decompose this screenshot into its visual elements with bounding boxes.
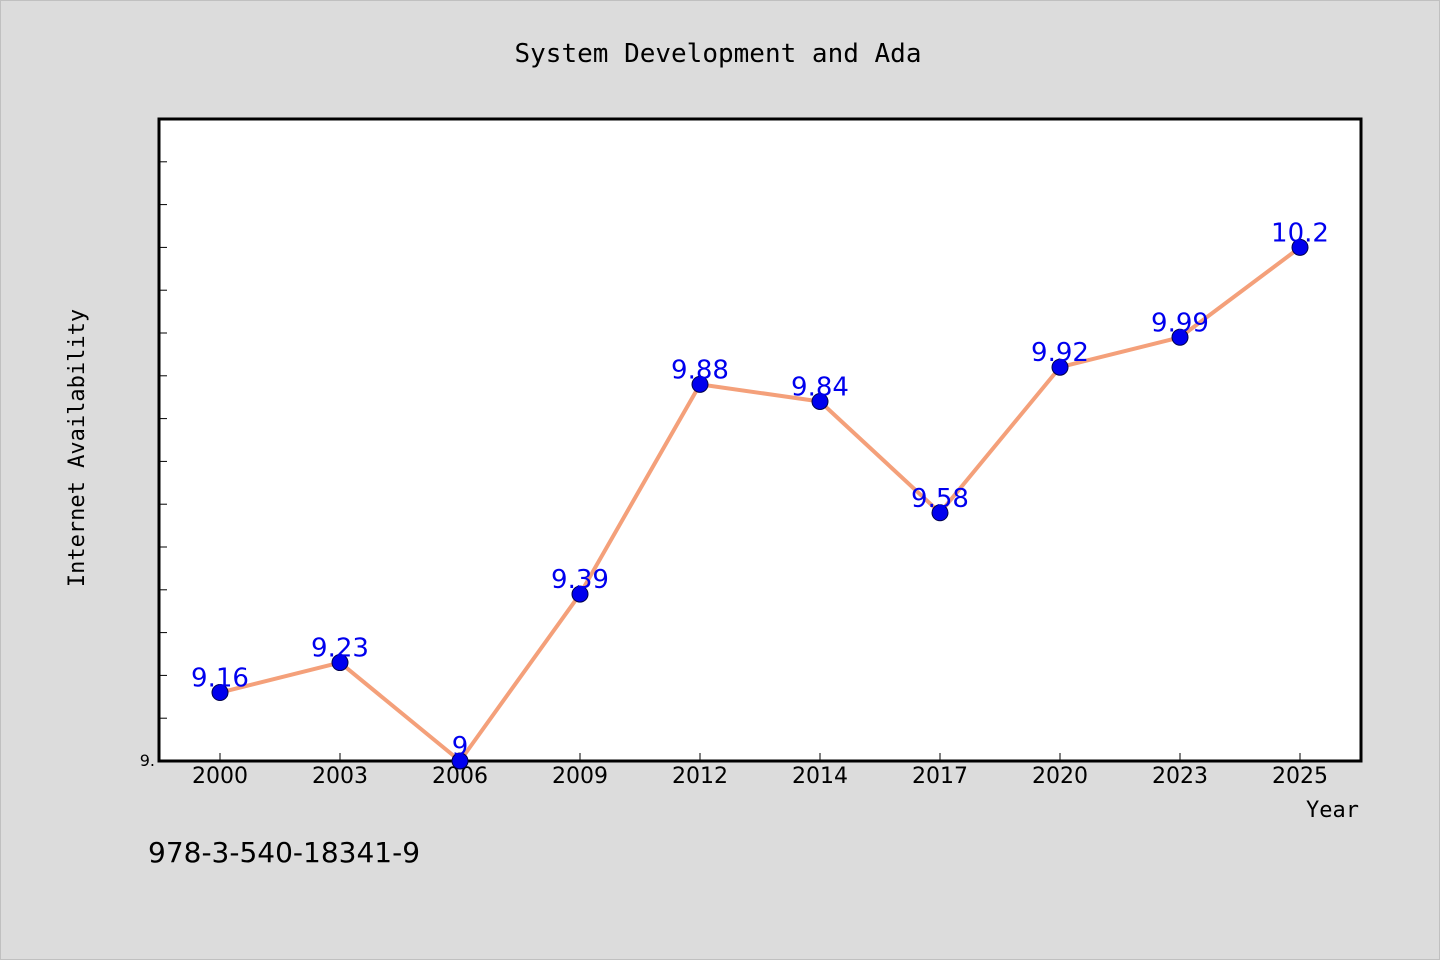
data-point [1171,328,1189,346]
x-tick-label: 2012 [672,764,728,789]
chart-title: System Development and Ada [515,39,922,69]
x-tick-label: 2000 [192,764,248,789]
data-point [691,375,709,393]
series-line [219,245,1302,763]
data-point [211,684,229,702]
data-label: 9.23 [311,634,369,664]
data-label: 9 [452,732,469,762]
y-axis-label: Internet Availability [65,309,90,587]
data-label: 9.99 [1151,308,1209,338]
data-point [451,752,469,770]
data-point [1291,238,1309,256]
x-tick-label: 2020 [1032,764,1088,789]
data-label: 9.58 [911,484,969,514]
x-tick-label: 2025 [1272,764,1328,789]
data-label: 9.92 [1031,338,1089,368]
x-tick-label: 2017 [912,764,968,789]
data-labels: 9.16 9.23 9 9.39 9.88 9.84 9.58 9.92 9.99 10.2 [191,218,1329,762]
series-markers [211,238,1309,770]
data-label: 10.2 [1271,218,1329,248]
x-tick-label: 2009 [552,764,608,789]
data-label: 9.39 [551,565,609,595]
data-label: 9.84 [791,372,849,402]
y-axis-tick-label: 9. [140,751,155,770]
data-point [811,392,829,410]
x-tick-label: 2014 [792,764,848,789]
data-label: 9.88 [671,355,729,385]
plot-area [157,117,1363,763]
x-tick-label: 2023 [1152,764,1208,789]
x-axis-ticks: 2000 2003 2006 2009 2012 2014 2017 2020 2023 2025 [192,753,1328,789]
data-point [331,654,349,672]
data-label: 9.16 [191,664,249,694]
data-point [931,504,949,522]
data-point [1051,358,1069,376]
x-tick-label: 2003 [312,764,368,789]
y-axis-ticks [159,118,167,719]
isbn-text: 978-3-540-18341-9 [148,836,420,869]
x-axis-label: Year [1306,798,1359,823]
data-point [571,585,589,603]
